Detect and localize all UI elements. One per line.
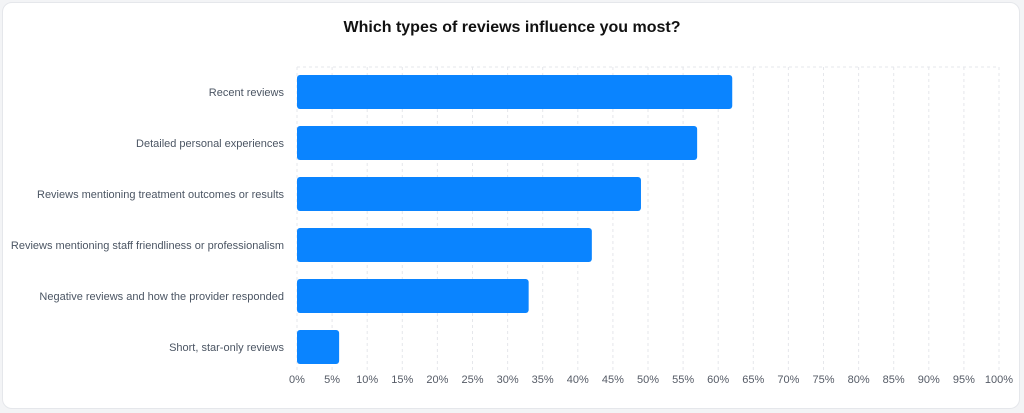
x-tick-label: 70% bbox=[777, 374, 799, 386]
category-label: Detailed personal experiences bbox=[136, 138, 284, 150]
x-tick-label: 10% bbox=[356, 374, 378, 386]
x-tick-label: 90% bbox=[918, 374, 940, 386]
category-label: Reviews mentioning treatment outcomes or… bbox=[37, 189, 284, 201]
x-tick-label: 20% bbox=[426, 374, 448, 386]
x-tick-label: 65% bbox=[742, 374, 764, 386]
bar bbox=[297, 330, 340, 364]
x-tick-label: 35% bbox=[532, 374, 554, 386]
category-label: Negative reviews and how the provider re… bbox=[39, 291, 284, 303]
bar bbox=[297, 75, 733, 109]
x-tick-label: 45% bbox=[602, 374, 624, 386]
x-tick-label: 30% bbox=[497, 374, 519, 386]
x-tick-label: 95% bbox=[953, 374, 975, 386]
bar bbox=[297, 228, 592, 262]
x-tick-label: 15% bbox=[391, 374, 413, 386]
x-tick-label: 40% bbox=[567, 374, 589, 386]
bar bbox=[297, 177, 641, 211]
chart-title: Which types of reviews influence you mos… bbox=[343, 19, 681, 36]
category-label: Short, star-only reviews bbox=[169, 342, 284, 354]
bar bbox=[297, 279, 529, 313]
bar-chart: Recent reviews Detailed personal experien… bbox=[11, 66, 1013, 386]
x-tick-label: 25% bbox=[461, 374, 483, 386]
x-tick-label: 80% bbox=[848, 374, 870, 386]
bar bbox=[297, 126, 698, 160]
grid-lines bbox=[296, 66, 1000, 370]
x-tick-label: 85% bbox=[883, 374, 905, 386]
category-label: Reviews mentioning staff friendliness or… bbox=[11, 240, 284, 252]
x-tick-label: 50% bbox=[637, 374, 659, 386]
chart-card: Which types of reviews influence you mos… bbox=[2, 2, 1020, 409]
x-tick-label: 55% bbox=[672, 374, 694, 386]
x-tick-label: 100% bbox=[985, 374, 1013, 386]
x-tick-label: 60% bbox=[707, 374, 729, 386]
x-tick-label: 75% bbox=[812, 374, 834, 386]
bars bbox=[297, 75, 733, 364]
category-labels: Recent reviews Detailed personal experien… bbox=[11, 87, 285, 354]
x-tick-label: 5% bbox=[324, 374, 340, 386]
x-tick-label: 0% bbox=[289, 374, 305, 386]
x-axis-tick-labels: 0% 5% 10% 15% 20% 25% 30% 35% 40% 45% 50% 55% 60% 65%… bbox=[289, 374, 1013, 386]
category-label: Recent reviews bbox=[209, 87, 285, 99]
